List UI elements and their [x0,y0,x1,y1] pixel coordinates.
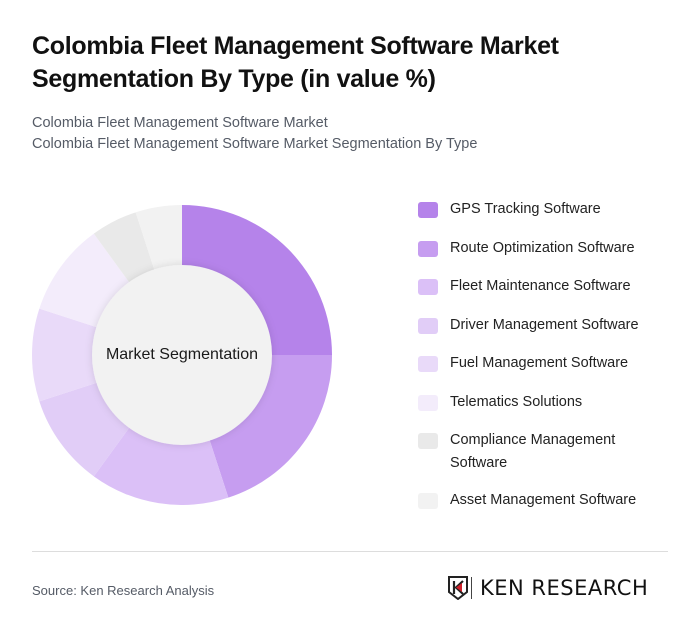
donut-slice [182,205,332,355]
legend-item: Route Optimization Software [418,237,678,260]
legend-item: Compliance Management Software [418,429,678,475]
legend-item: GPS Tracking Software [418,198,678,221]
legend-swatch [418,240,438,257]
donut-slice [93,426,229,505]
legend-item: Telematics Solutions [418,391,678,414]
legend-swatch [418,202,438,218]
ken-research-logo: KEN RESEARCH [448,576,648,600]
donut-hole [92,265,272,445]
legend-label: GPS Tracking Software [450,201,601,217]
subtitle-line-1: Colombia Fleet Management Software Marke… [32,115,328,131]
legend-label: Telematics Solutions [450,393,583,410]
legend-label: Fleet Maintenance Software [450,278,631,294]
ken-research-shield-icon [448,576,468,600]
source-note: Source: Ken Research Analysis [32,583,215,598]
legend-swatch [418,433,438,449]
legend-swatch [418,317,438,334]
legend-item: Fleet Maintenance Software [418,275,678,298]
legend-label: Driver Management Software [450,316,639,333]
legend-item: Asset Management Software [418,489,678,512]
legend-swatch [418,356,438,372]
chart-title: Colombia Fleet Management Software Marke… [32,32,559,93]
legend-item: Fuel Management Software [418,352,678,375]
legend-swatch [418,493,438,509]
donut-slice [135,205,182,272]
legend-swatch [418,279,438,295]
legend-label: Route Optimization Software [450,239,635,256]
legend-item: Driver Management Software [418,314,678,337]
legend-label: Asset Management Software [450,492,637,508]
logo-separator [471,577,472,599]
chart-subtitle: Colombia Fleet Management Software Marke… [32,113,477,155]
donut-svg [32,205,332,505]
footer-divider [32,551,668,552]
donut-slice [32,308,99,402]
legend-label: Fuel Management Software [450,355,629,371]
donut-slice [39,233,131,328]
logo-text: KEN RESEARCH [480,576,649,600]
legend: GPS Tracking Software Route Optimization… [418,198,678,528]
donut-chart: Market Segmentation [32,205,332,505]
legend-label: Compliance Management Software [450,432,616,471]
subtitle-line-2: Colombia Fleet Management Software Marke… [32,136,478,152]
legend-swatch [418,394,438,411]
donut-slice [39,382,131,477]
donut-slice [93,212,155,284]
donut-slices [32,205,332,505]
donut-slice [209,355,332,498]
